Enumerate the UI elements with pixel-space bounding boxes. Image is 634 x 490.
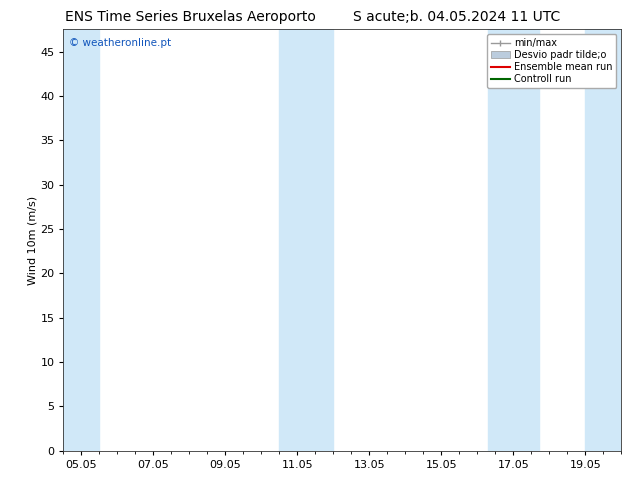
Bar: [63, 29, 100, 451]
Bar: [280, 29, 333, 451]
Legend: min/max, Desvio padr tilde;o, Ensemble mean run, Controll run: min/max, Desvio padr tilde;o, Ensemble m…: [487, 34, 616, 88]
Y-axis label: Wind 10m (m/s): Wind 10m (m/s): [27, 196, 37, 285]
Text: S acute;b. 04.05.2024 11 UTC: S acute;b. 04.05.2024 11 UTC: [353, 10, 560, 24]
Text: ENS Time Series Bruxelas Aeroporto: ENS Time Series Bruxelas Aeroporto: [65, 10, 316, 24]
Bar: [488, 29, 538, 451]
Text: © weatheronline.pt: © weatheronline.pt: [69, 38, 171, 48]
Bar: [585, 29, 621, 451]
